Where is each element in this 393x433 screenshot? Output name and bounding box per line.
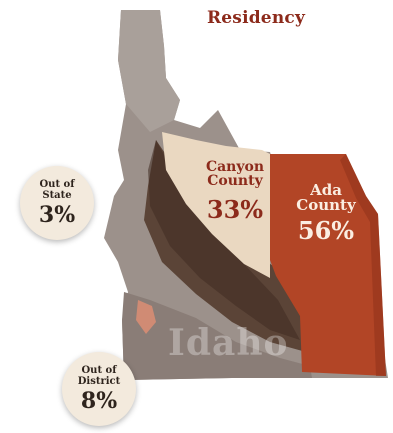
out-of-state-bubble: Out of State 3% [20, 166, 94, 240]
canyon-county-label: Canyon County [191, 160, 279, 188]
canyon-county-percent: 33% [206, 195, 264, 224]
lower-district-area [122, 292, 312, 380]
out-of-state-label-line2: State [42, 190, 72, 201]
ada-county-edge [340, 154, 386, 376]
ada-county-shape [270, 154, 386, 376]
canyon-county-shape [162, 132, 270, 278]
infographic-title: Residency [206, 8, 306, 28]
out-of-district-percent: 8% [80, 388, 118, 414]
out-of-district-label-line1: Out of [81, 365, 117, 376]
out-of-state-label-line1: Out of [39, 179, 75, 190]
panhandle-shade [118, 10, 180, 132]
out-of-district-bubble: Out of District 8% [62, 352, 136, 426]
ada-county-name-line1: Ada [310, 181, 342, 199]
shadow-band-dark [148, 140, 300, 340]
ada-county-percent: 56% [297, 216, 355, 245]
out-of-district-label-line2: District [77, 376, 121, 387]
ada-county-name-line2: County [296, 196, 356, 214]
ada-county-label: Ada County [283, 183, 369, 213]
out-of-district-area [136, 300, 156, 334]
canyon-county-name-line2: County [207, 173, 263, 189]
idaho-watermark: Idaho [168, 322, 289, 364]
canyon-county-name-line1: Canyon [205, 159, 265, 175]
out-of-state-percent: 3% [38, 202, 76, 228]
